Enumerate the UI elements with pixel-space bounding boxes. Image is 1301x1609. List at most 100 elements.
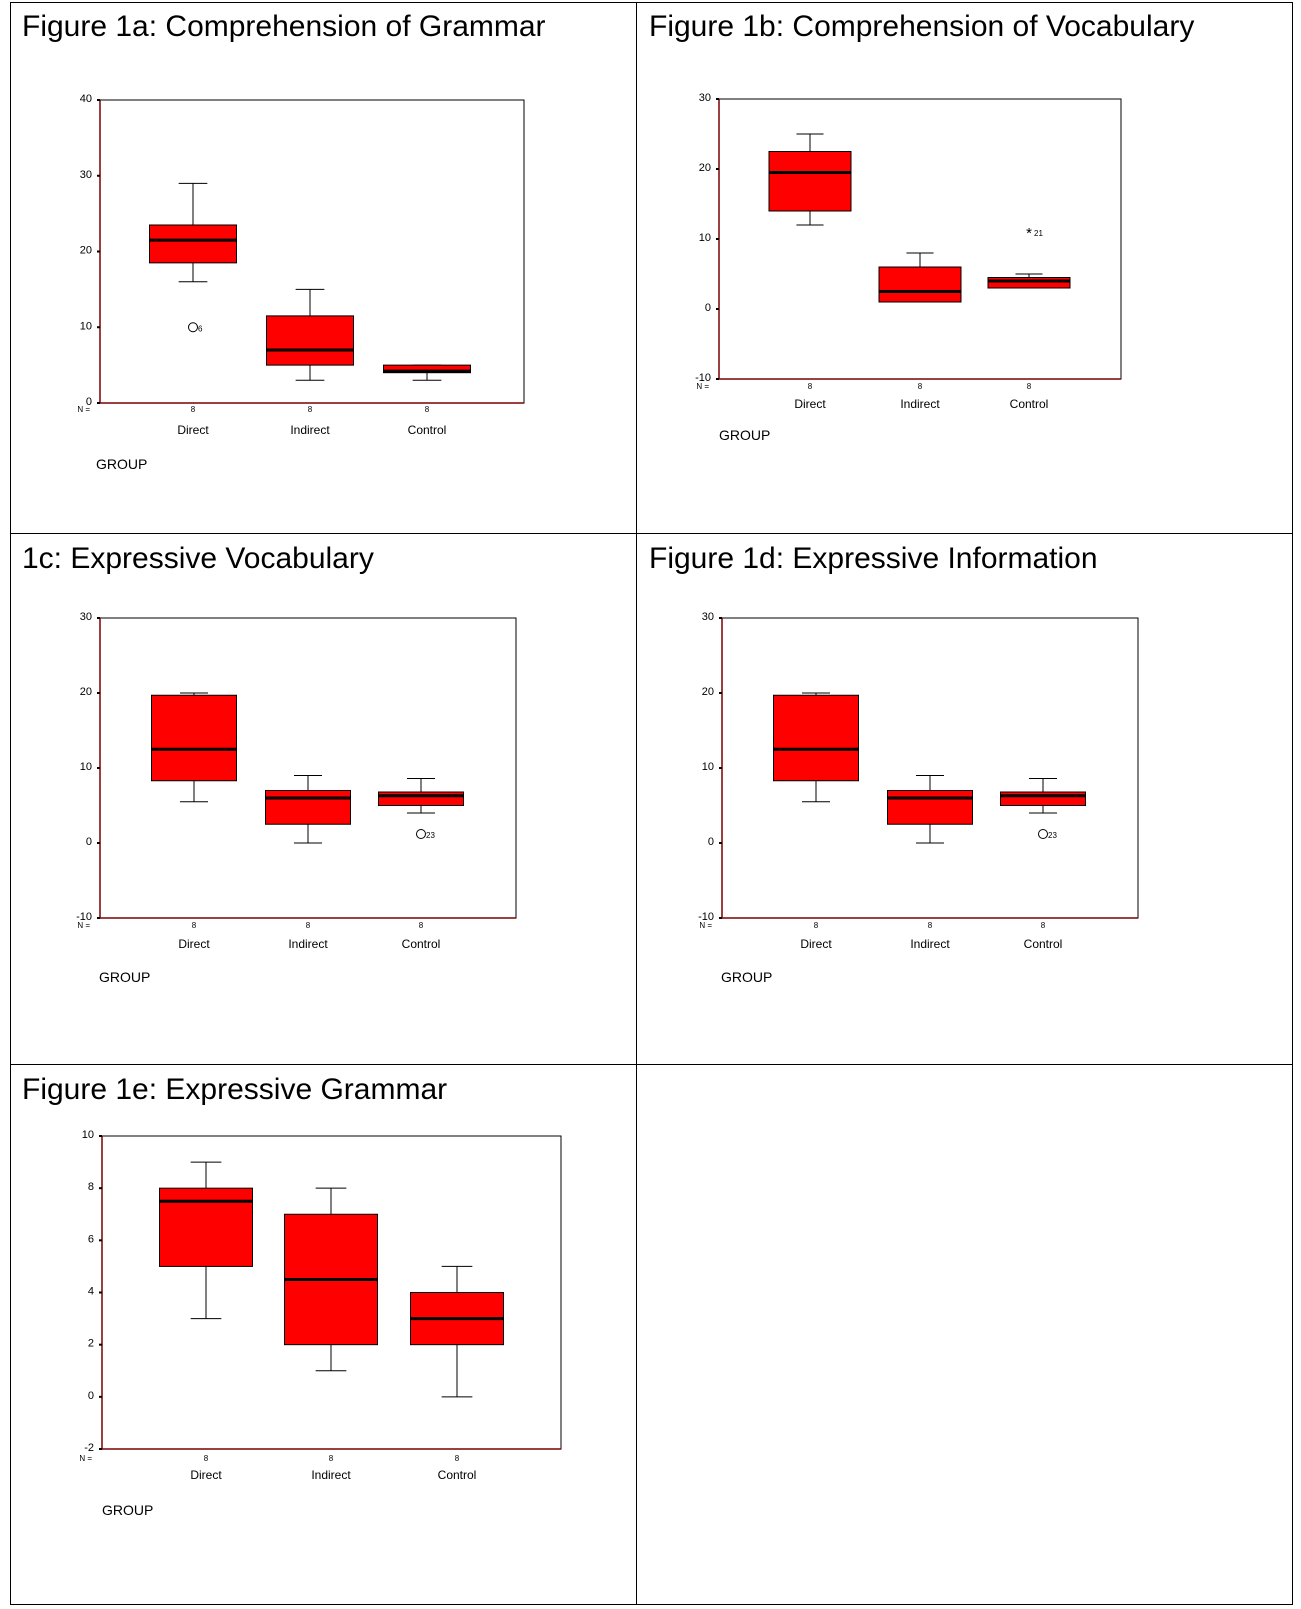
grid-vertical-divider <box>636 2 637 1605</box>
figure-cell-1c: 1c: Expressive Vocabulary -10 0 10 20 30 N = 8… <box>10 534 636 1062</box>
plot-frame <box>718 98 1122 380</box>
category-label: Control <box>1010 397 1049 411</box>
figure-cell-1e: Figure 1e: Expressive Grammar -2 0 2 4 6 8 10 N… <box>10 1065 636 1593</box>
x-axis-title: GROUP <box>721 969 772 985</box>
box-indirect <box>266 315 354 366</box>
y-tick-label: 4 <box>88 1286 94 1298</box>
n-count-label: 8 <box>455 1454 460 1463</box>
box-direct <box>151 694 237 782</box>
n-equals-label: N = <box>77 405 90 414</box>
box-direct <box>768 151 852 212</box>
figure-title: Figure 1d: Expressive Information <box>649 542 1098 575</box>
n-count-label: 8 <box>918 382 923 391</box>
y-tick-label: 20 <box>80 245 92 257</box>
x-axis-title: GROUP <box>102 1502 153 1518</box>
y-tick-label: 30 <box>702 611 714 623</box>
y-tick-label: 20 <box>80 686 92 698</box>
y-tick-label: 0 <box>708 836 714 848</box>
figure-title: Figure 1b: Comprehension of Vocabulary <box>649 10 1195 43</box>
box-control <box>383 364 471 374</box>
x-axis-title: GROUP <box>99 969 150 985</box>
y-tick-label: 0 <box>86 396 92 408</box>
figure-cell-1a: Figure 1a: Comprehension of Grammar 0 10 2… <box>10 2 636 530</box>
y-tick-label: -10 <box>76 911 92 923</box>
category-label: Control <box>408 423 447 437</box>
n-equals-label: N = <box>699 921 712 930</box>
boxplot-chart: -10 0 10 20 30 N = 8 Direct 8 Indirect 8 Control * 21… <box>695 92 1122 443</box>
outlier-circle <box>416 829 426 839</box>
figure-cell-1b: Figure 1b: Comprehension of Vocabulary -… <box>637 2 1263 530</box>
outlier-label: 21 <box>1034 229 1043 238</box>
y-tick-label: -10 <box>698 911 714 923</box>
boxplot-chart: -10 0 10 20 30 N = 8 Direct 8 Indirect 8 Control 23 G… <box>698 611 1139 985</box>
outlier-circle <box>188 322 198 333</box>
category-label: Direct <box>178 937 210 951</box>
n-equals-label: N = <box>77 921 90 930</box>
category-label: Indirect <box>290 423 330 437</box>
y-tick-label: 0 <box>705 302 711 314</box>
category-label: Direct <box>800 937 832 951</box>
category-label: Direct <box>177 423 209 437</box>
outlier-circle <box>1038 829 1048 839</box>
box-control <box>1000 791 1086 806</box>
y-tick-label: -10 <box>695 372 711 384</box>
y-tick-label: 40 <box>80 93 92 105</box>
category-label: Direct <box>190 1468 222 1482</box>
box-indirect <box>265 790 351 825</box>
figure-title: 1c: Expressive Vocabulary <box>22 542 374 575</box>
figure-grid <box>10 2 1293 1605</box>
figure-title: Figure 1e: Expressive Grammar <box>22 1073 448 1106</box>
outlier-label: 23 <box>426 831 435 840</box>
y-tick-label: 10 <box>699 232 711 244</box>
outlier-star: * <box>1026 225 1032 242</box>
x-axis-title: GROUP <box>96 456 147 472</box>
category-label: Control <box>1024 937 1063 951</box>
category-label: Indirect <box>311 1468 351 1482</box>
outlier-label: 23 <box>1048 831 1057 840</box>
n-count-label: 8 <box>1041 921 1046 930</box>
figure-cell-empty <box>637 1065 1263 1593</box>
n-equals-label: N = <box>696 382 709 391</box>
y-tick-label: 10 <box>82 1129 94 1141</box>
category-label: Indirect <box>910 937 950 951</box>
grid-row-divider-1 <box>10 533 1293 534</box>
y-tick-label: 6 <box>88 1233 94 1245</box>
y-tick-label: 0 <box>86 836 92 848</box>
category-label: Indirect <box>288 937 328 951</box>
category-label: Indirect <box>900 397 940 411</box>
boxplot-chart: -10 0 10 20 30 N = 8 Direct 8 Indirect 8 Control 23 G… <box>76 611 517 985</box>
n-count-label: 8 <box>192 921 197 930</box>
y-tick-label: 30 <box>80 611 92 623</box>
box-control <box>378 791 464 806</box>
n-count-label: 8 <box>928 921 933 930</box>
n-count-label: 8 <box>808 382 813 391</box>
n-count-label: 8 <box>308 405 313 414</box>
outlier-label: 6 <box>198 324 203 333</box>
n-equals-label: N = <box>79 1454 92 1463</box>
y-tick-label: 20 <box>702 686 714 698</box>
n-count-label: 8 <box>306 921 311 930</box>
y-tick-label: 30 <box>80 169 92 181</box>
n-count-label: 8 <box>419 921 424 930</box>
n-count-label: 8 <box>1027 382 1032 391</box>
box-indirect <box>878 266 962 303</box>
box-indirect <box>887 790 973 825</box>
y-tick-label: 2 <box>88 1338 94 1350</box>
category-label: Control <box>438 1468 477 1482</box>
y-tick-label: 20 <box>699 162 711 174</box>
boxplot-chart: -2 0 2 4 6 8 10 N = 8 Direct 8 Indirect 8 Control GROU… <box>79 1129 562 1518</box>
n-count-label: 8 <box>329 1454 334 1463</box>
box-direct <box>149 224 237 264</box>
y-tick-label: 10 <box>80 320 92 332</box>
y-tick-label: 10 <box>702 761 714 773</box>
y-tick-label: -2 <box>84 1442 94 1454</box>
n-count-label: 8 <box>425 405 430 414</box>
y-tick-label: 30 <box>699 92 711 104</box>
y-tick-label: 10 <box>80 761 92 773</box>
y-tick-label: 0 <box>88 1390 94 1402</box>
n-count-label: 8 <box>204 1454 209 1463</box>
y-tick-label: 8 <box>88 1181 94 1193</box>
box-control <box>987 277 1071 289</box>
category-label: Direct <box>794 397 826 411</box>
boxplot-chart: 0 10 20 30 40 N = 8 Direct 8 Indirect 8 Control 6 GRO… <box>77 93 525 472</box>
